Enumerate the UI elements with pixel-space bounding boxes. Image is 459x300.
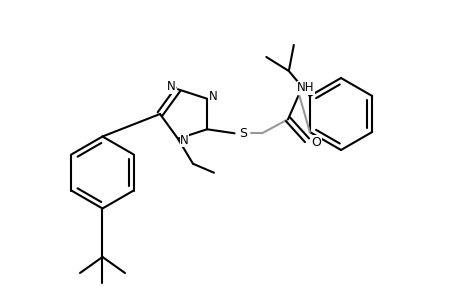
Text: O: O bbox=[310, 136, 320, 149]
Text: N: N bbox=[180, 134, 189, 147]
Text: NH: NH bbox=[297, 81, 314, 94]
Text: S: S bbox=[239, 127, 246, 140]
Text: N: N bbox=[167, 80, 175, 93]
Text: N: N bbox=[209, 90, 218, 103]
